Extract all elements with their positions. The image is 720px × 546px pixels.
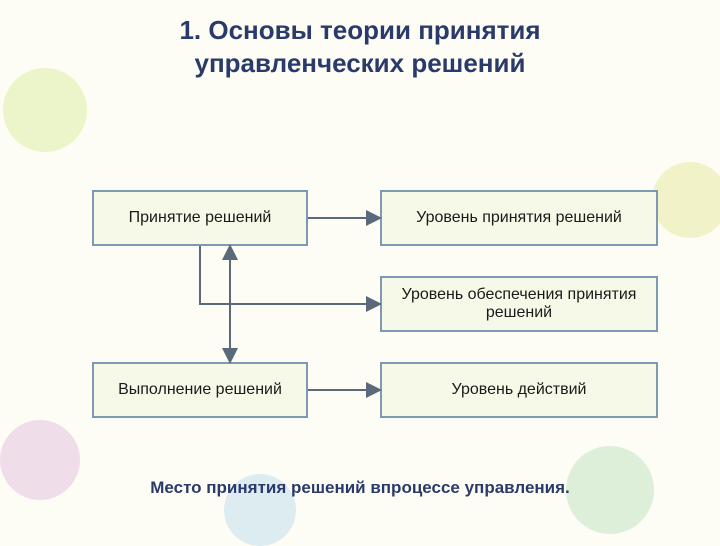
page-caption: Место принятия решений впроцессе управле… (0, 478, 720, 498)
node-decision-making: Принятие решений (92, 190, 308, 246)
decoration-balloon (3, 68, 87, 152)
node-decision-level: Уровень принятия решений (380, 190, 658, 246)
decoration-balloon (652, 162, 720, 238)
node-execution: Выполнение решений (92, 362, 308, 418)
node-action-level: Уровень действий (380, 362, 658, 418)
diagram-edges (0, 0, 720, 540)
page-title: 1. Основы теории принятия управленческих… (0, 14, 720, 79)
node-support-level: Уровень обеспечения принятия решений (380, 276, 658, 332)
